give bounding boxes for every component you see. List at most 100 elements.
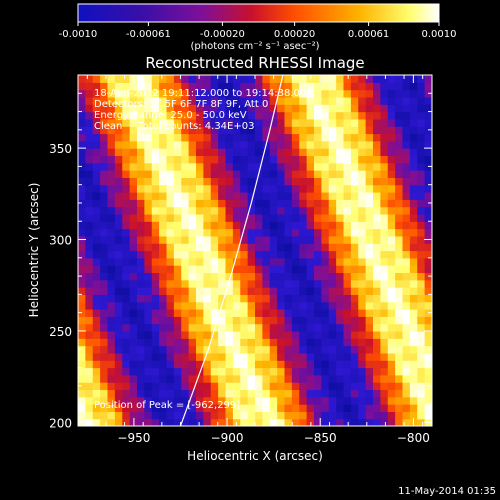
heatmap-cell [350, 287, 359, 295]
heatmap-cell [336, 75, 345, 83]
heatmap-cell [232, 309, 241, 317]
heatmap-cell [92, 257, 101, 266]
heatmap-cell [284, 345, 293, 354]
heatmap-cell [343, 133, 352, 142]
heatmap-cell [395, 155, 404, 164]
heatmap-cell [107, 345, 116, 354]
heatmap-cell [137, 309, 145, 317]
heatmap-cell [277, 382, 286, 391]
heatmap-cell [203, 111, 212, 120]
heatmap-cell [262, 338, 271, 347]
heatmap-cell [306, 111, 315, 120]
heatmap-cell [269, 206, 278, 215]
heatmap-cell [314, 213, 322, 222]
heatmap-cell [188, 243, 197, 252]
heatmap-cell [299, 279, 308, 288]
heatmap-cell [350, 323, 359, 332]
heatmap-cell [277, 338, 286, 347]
heatmap-cell [284, 104, 293, 113]
heatmap-cell [284, 235, 293, 244]
heatmap-cell [373, 345, 381, 354]
heatmap-cell [373, 250, 381, 259]
heatmap-cell [114, 382, 123, 391]
heatmap-cell [255, 301, 263, 310]
heatmap-cell [358, 75, 367, 83]
heatmap-cell [151, 96, 160, 105]
heatmap-cell [358, 360, 367, 369]
heatmap-cell [203, 206, 212, 215]
heatmap-cell [225, 228, 234, 237]
heatmap-cell [107, 206, 116, 215]
heatmap-cell [395, 235, 404, 244]
heatmap-cell [114, 250, 123, 259]
heatmap-cell [151, 338, 160, 347]
heatmap-cell [240, 104, 249, 113]
heatmap-cell [173, 257, 182, 266]
heatmap-cell [255, 111, 263, 120]
heatmap-cell [240, 396, 249, 405]
heatmap-cell [380, 396, 389, 405]
heatmap-cell [129, 221, 138, 230]
heatmap-cell [291, 243, 300, 252]
heatmap-cell [336, 140, 345, 149]
heatmap-cell [129, 396, 138, 405]
heatmap-cell [107, 360, 116, 369]
heatmap-cell [380, 206, 389, 215]
heatmap-cell [255, 213, 263, 222]
heatmap-cell [343, 309, 352, 317]
heatmap-cell [144, 118, 153, 127]
heatmap-cell [107, 75, 116, 83]
heatmap-cell [269, 411, 278, 420]
heatmap-cell [210, 126, 219, 135]
heatmap-cell [255, 316, 263, 325]
heatmap-cell [100, 374, 109, 383]
heatmap-cell [306, 170, 315, 178]
heatmap-cell [78, 338, 86, 347]
heatmap-cell [336, 82, 345, 91]
heatmap-cell [299, 418, 308, 426]
heatmap-cell [240, 170, 249, 178]
heatmap-cell [159, 367, 168, 376]
heatmap-cell [255, 140, 263, 149]
heatmap-cell [181, 404, 190, 412]
heatmap-cell [409, 294, 418, 303]
heatmap-cell [218, 177, 227, 186]
heatmap-cell [387, 75, 396, 83]
heatmap-cell [380, 418, 389, 426]
heatmap-cell [144, 126, 153, 135]
heatmap-cell [269, 126, 278, 135]
heatmap-cell [336, 411, 345, 420]
heatmap-cell [373, 118, 381, 127]
heatmap-cell [78, 221, 86, 230]
heatmap-cell [159, 257, 168, 266]
annotation-counts: Clean Total counts: 4.34E+03 [94, 121, 254, 132]
heatmap-cell [365, 309, 374, 317]
heatmap-cell [107, 367, 116, 376]
heatmap-cell [218, 418, 227, 426]
heatmap-cell [100, 418, 109, 426]
heatmap-cell [387, 418, 396, 426]
heatmap-cell [328, 279, 337, 288]
heatmap-cell [255, 418, 263, 426]
heatmap-cell [409, 118, 418, 127]
heatmap-cell [107, 323, 116, 332]
heatmap-cell [387, 199, 396, 208]
heatmap-cell [92, 323, 101, 332]
heatmap-cell [188, 265, 197, 274]
heatmap-cell [166, 250, 175, 259]
heatmap-cell [255, 126, 263, 135]
heatmap-cell [373, 360, 381, 369]
heatmap-cell [78, 192, 86, 200]
heatmap-cell [255, 389, 263, 398]
heatmap-cell [314, 389, 322, 398]
heatmap-cell [240, 213, 249, 222]
heatmap-cell [247, 360, 256, 369]
heatmap-cell [173, 360, 182, 369]
heatmap-cell [336, 133, 345, 142]
heatmap-cell [358, 389, 367, 398]
heatmap-cell [181, 272, 190, 281]
heatmap-cell [350, 411, 359, 420]
heatmap-cell [232, 126, 241, 135]
heatmap-cell [306, 96, 315, 105]
heatmap-cell [409, 265, 418, 274]
